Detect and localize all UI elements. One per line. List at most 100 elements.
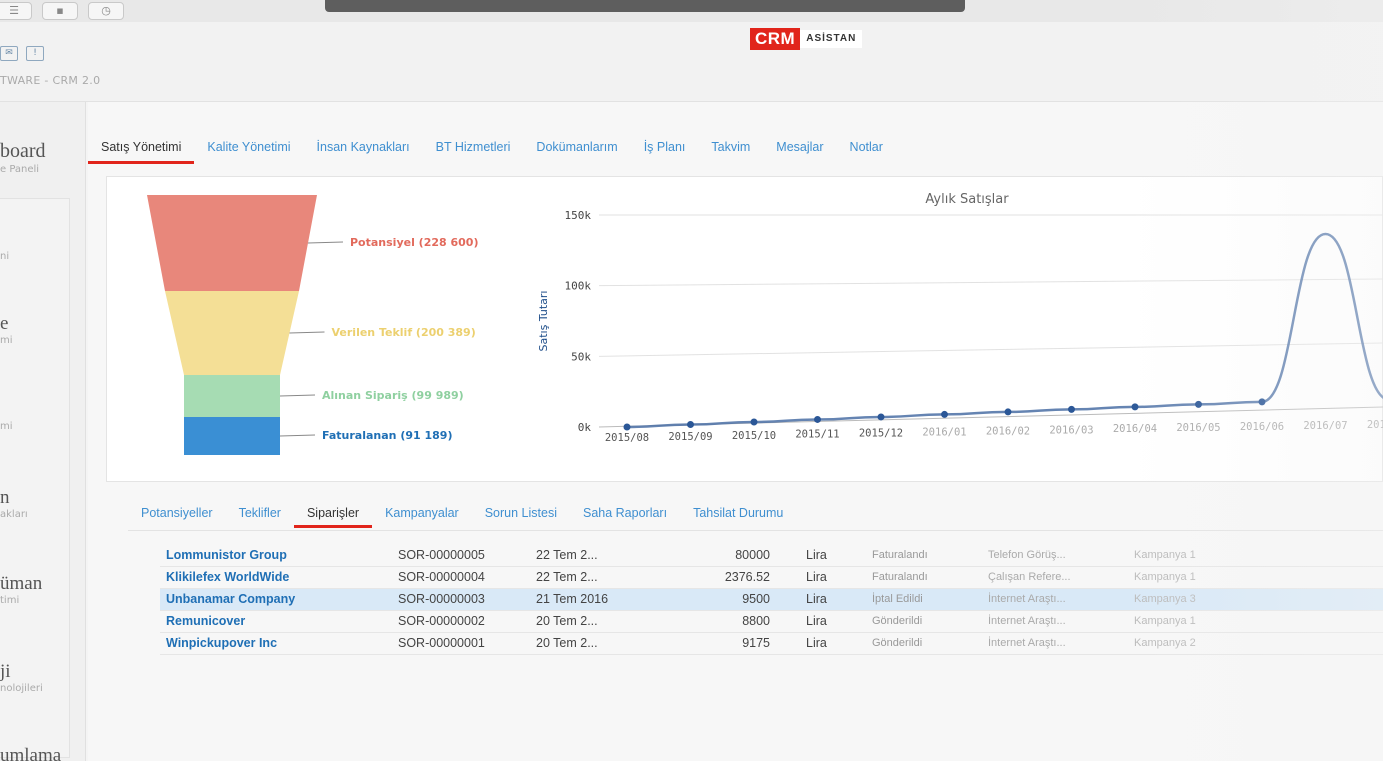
cell-date: 20 Tem 2... <box>530 610 680 633</box>
table-row[interactable]: Lommunistor Group SOR-00000005 22 Tem 2...… <box>160 544 1383 567</box>
chart-point <box>1004 408 1012 416</box>
funnel-label-0: Potansiyel (228 600) <box>350 236 479 249</box>
cell-date: 22 Tem 2... <box>530 566 680 589</box>
sidebar-item-label: ji <box>0 661 11 682</box>
sidebar-item-label: e <box>0 313 9 334</box>
tab-1[interactable]: Kalite Yönetimi <box>207 140 291 154</box>
chart-point <box>877 413 885 421</box>
subtab-6[interactable]: Tahsilat Durumu <box>693 506 784 520</box>
cell-amount: 80000 <box>680 544 776 567</box>
sales-funnel-and-chart: Potansiyel (228 600) Verilen Teklif (200 … <box>147 192 1383 455</box>
cell-code: SOR-00000002 <box>392 610 530 633</box>
subtab-2[interactable]: Siparişler <box>293 506 373 528</box>
chart-xtick: 2016/01 <box>922 427 966 439</box>
chart-xtick: 2016/07 <box>1303 420 1347 432</box>
chart-xtick: 2016/06 <box>1240 421 1284 433</box>
chart-ylabel: Satış Tutarı <box>537 291 550 352</box>
table-row[interactable]: Klikilefex WorldWide SOR-00000004 22 Tem 2… <box>160 566 1383 589</box>
table-row[interactable]: Unbanamar Company SOR-00000003 21 Tem 2016… <box>160 588 1383 611</box>
cell-campaign: Kampanya 1 <box>1128 566 1383 589</box>
tab-6[interactable]: Takvim <box>711 140 751 154</box>
cell-code: SOR-00000004 <box>392 566 530 589</box>
cell-amount: 8800 <box>680 610 776 633</box>
cell-status: Faturalandı <box>866 566 982 589</box>
cell-name[interactable]: Unbanamar Company <box>160 588 392 611</box>
sidebar-item-6[interactable]: ji nolojileri <box>0 661 43 694</box>
chart-point <box>814 415 821 423</box>
tab-7[interactable]: Mesajlar <box>776 140 824 154</box>
cell-code: SOR-00000001 <box>392 632 530 655</box>
window-icon[interactable]: ▪ <box>42 2 78 20</box>
tab-2[interactable]: İnsan Kaynakları <box>316 140 410 154</box>
main-content: Satış Yönetimi Kalite Yönetimi İnsan Kayna… <box>88 102 1383 761</box>
notification-icon[interactable]: ! <box>26 46 44 61</box>
window-toolbar: ☰ ▪ ◷ <box>0 0 1383 22</box>
chart-xtick: 2015/10 <box>732 430 776 442</box>
cell-channel: İnternet Araştı... <box>982 632 1128 655</box>
funnel-leader-line <box>307 241 344 244</box>
chart-ytick: 0k <box>578 421 592 434</box>
order-subtabs: Potansiyeller Teklifler Siparişler Kampanya… <box>128 494 796 528</box>
clock-icon[interactable]: ◷ <box>88 2 124 20</box>
sidebar-item-2[interactable]: e mi <box>0 313 13 346</box>
cell-date: 20 Tem 2... <box>530 632 680 655</box>
sidebar-item-sub: akları <box>0 509 28 520</box>
cell-status: İptal Edildi <box>866 588 982 611</box>
table-row[interactable]: Remunicover SOR-00000002 20 Tem 2... 8800 Li… <box>160 610 1383 633</box>
sidebar: board e Paneli ni e mi mi n akları üman … <box>0 102 86 761</box>
cell-status: Gönderildi <box>866 632 982 655</box>
sidebar-item-1[interactable]: ni <box>0 251 9 262</box>
chart-gridline <box>598 278 1383 287</box>
cell-date: 22 Tem 2... <box>530 544 680 567</box>
chart-xtick: 2016/03 <box>1049 424 1093 436</box>
cell-name[interactable]: Klikilefex WorldWide <box>160 566 392 589</box>
tab-4[interactable]: Dokümanlarım <box>536 140 618 154</box>
cell-campaign: Kampanya 1 <box>1128 544 1383 567</box>
chart-xtick: 2015/08 <box>605 432 649 444</box>
cell-status: Gönderildi <box>866 610 982 633</box>
sidebar-menu: ni e mi mi n akları üman timi ji nolojil… <box>0 198 70 761</box>
funnel-label-3: Faturalanan (91 189) <box>322 429 453 442</box>
chart-xtick: 2015/12 <box>859 428 903 440</box>
sidebar-item-sub: mi <box>0 335 13 346</box>
cell-currency: Lira <box>776 544 866 567</box>
address-bar[interactable] <box>325 0 965 12</box>
subtab-1[interactable]: Teklifler <box>238 506 281 520</box>
tab-8[interactable]: Notlar <box>849 140 883 154</box>
chart-point <box>1131 403 1139 411</box>
sidebar-item-4[interactable]: n akları <box>0 487 28 520</box>
crm-asistan-logo: CRM ASİSTAN <box>750 28 863 50</box>
sidebar-item-3[interactable]: mi <box>0 421 13 432</box>
table-row[interactable]: Winpickupover Inc SOR-00000001 20 Tem 2...… <box>160 632 1383 655</box>
chart-xtick: 2015/11 <box>795 429 839 441</box>
subtab-divider <box>128 530 1383 531</box>
subtab-4[interactable]: Sorun Listesi <box>484 506 557 520</box>
chart-point <box>1068 405 1075 413</box>
tab-5[interactable]: İş Planı <box>643 140 686 154</box>
cell-name[interactable]: Remunicover <box>160 610 392 633</box>
cell-amount: 9500 <box>680 588 776 611</box>
sidebar-item-5[interactable]: üman timi <box>0 573 42 606</box>
sidebar-item-label: n <box>0 487 10 508</box>
subtab-5[interactable]: Saha Raporları <box>582 506 668 520</box>
menu-icon[interactable]: ☰ <box>0 2 32 20</box>
subtab-0[interactable]: Potansiyeller <box>141 506 213 520</box>
header-icons: ✉ ! <box>0 46 44 61</box>
subtab-3[interactable]: Kampanyalar <box>385 506 459 520</box>
sidebar-title[interactable]: board <box>0 140 46 162</box>
funnel-stage-2 <box>184 375 280 417</box>
tab-3[interactable]: BT Hizmetleri <box>435 140 511 154</box>
chart-xtick: 2015/09 <box>668 431 712 443</box>
chart-xtick: 2016/04 <box>1113 423 1157 435</box>
tab-0[interactable]: Satış Yönetimi <box>88 140 195 164</box>
cell-name[interactable]: Lommunistor Group <box>160 544 392 567</box>
sidebar-item-7[interactable]: umlama <box>0 745 61 761</box>
sidebar-item-sub: mi <box>0 421 13 432</box>
mail-icon[interactable]: ✉ <box>0 46 18 61</box>
logo-asistan-text: ASİSTAN <box>800 30 863 48</box>
cell-campaign: Kampanya 2 <box>1128 632 1383 655</box>
cell-name[interactable]: Winpickupover Inc <box>160 632 392 655</box>
cell-channel: İnternet Araştı... <box>982 588 1128 611</box>
funnel-leader-line <box>279 394 316 397</box>
cell-code: SOR-00000005 <box>392 544 530 567</box>
